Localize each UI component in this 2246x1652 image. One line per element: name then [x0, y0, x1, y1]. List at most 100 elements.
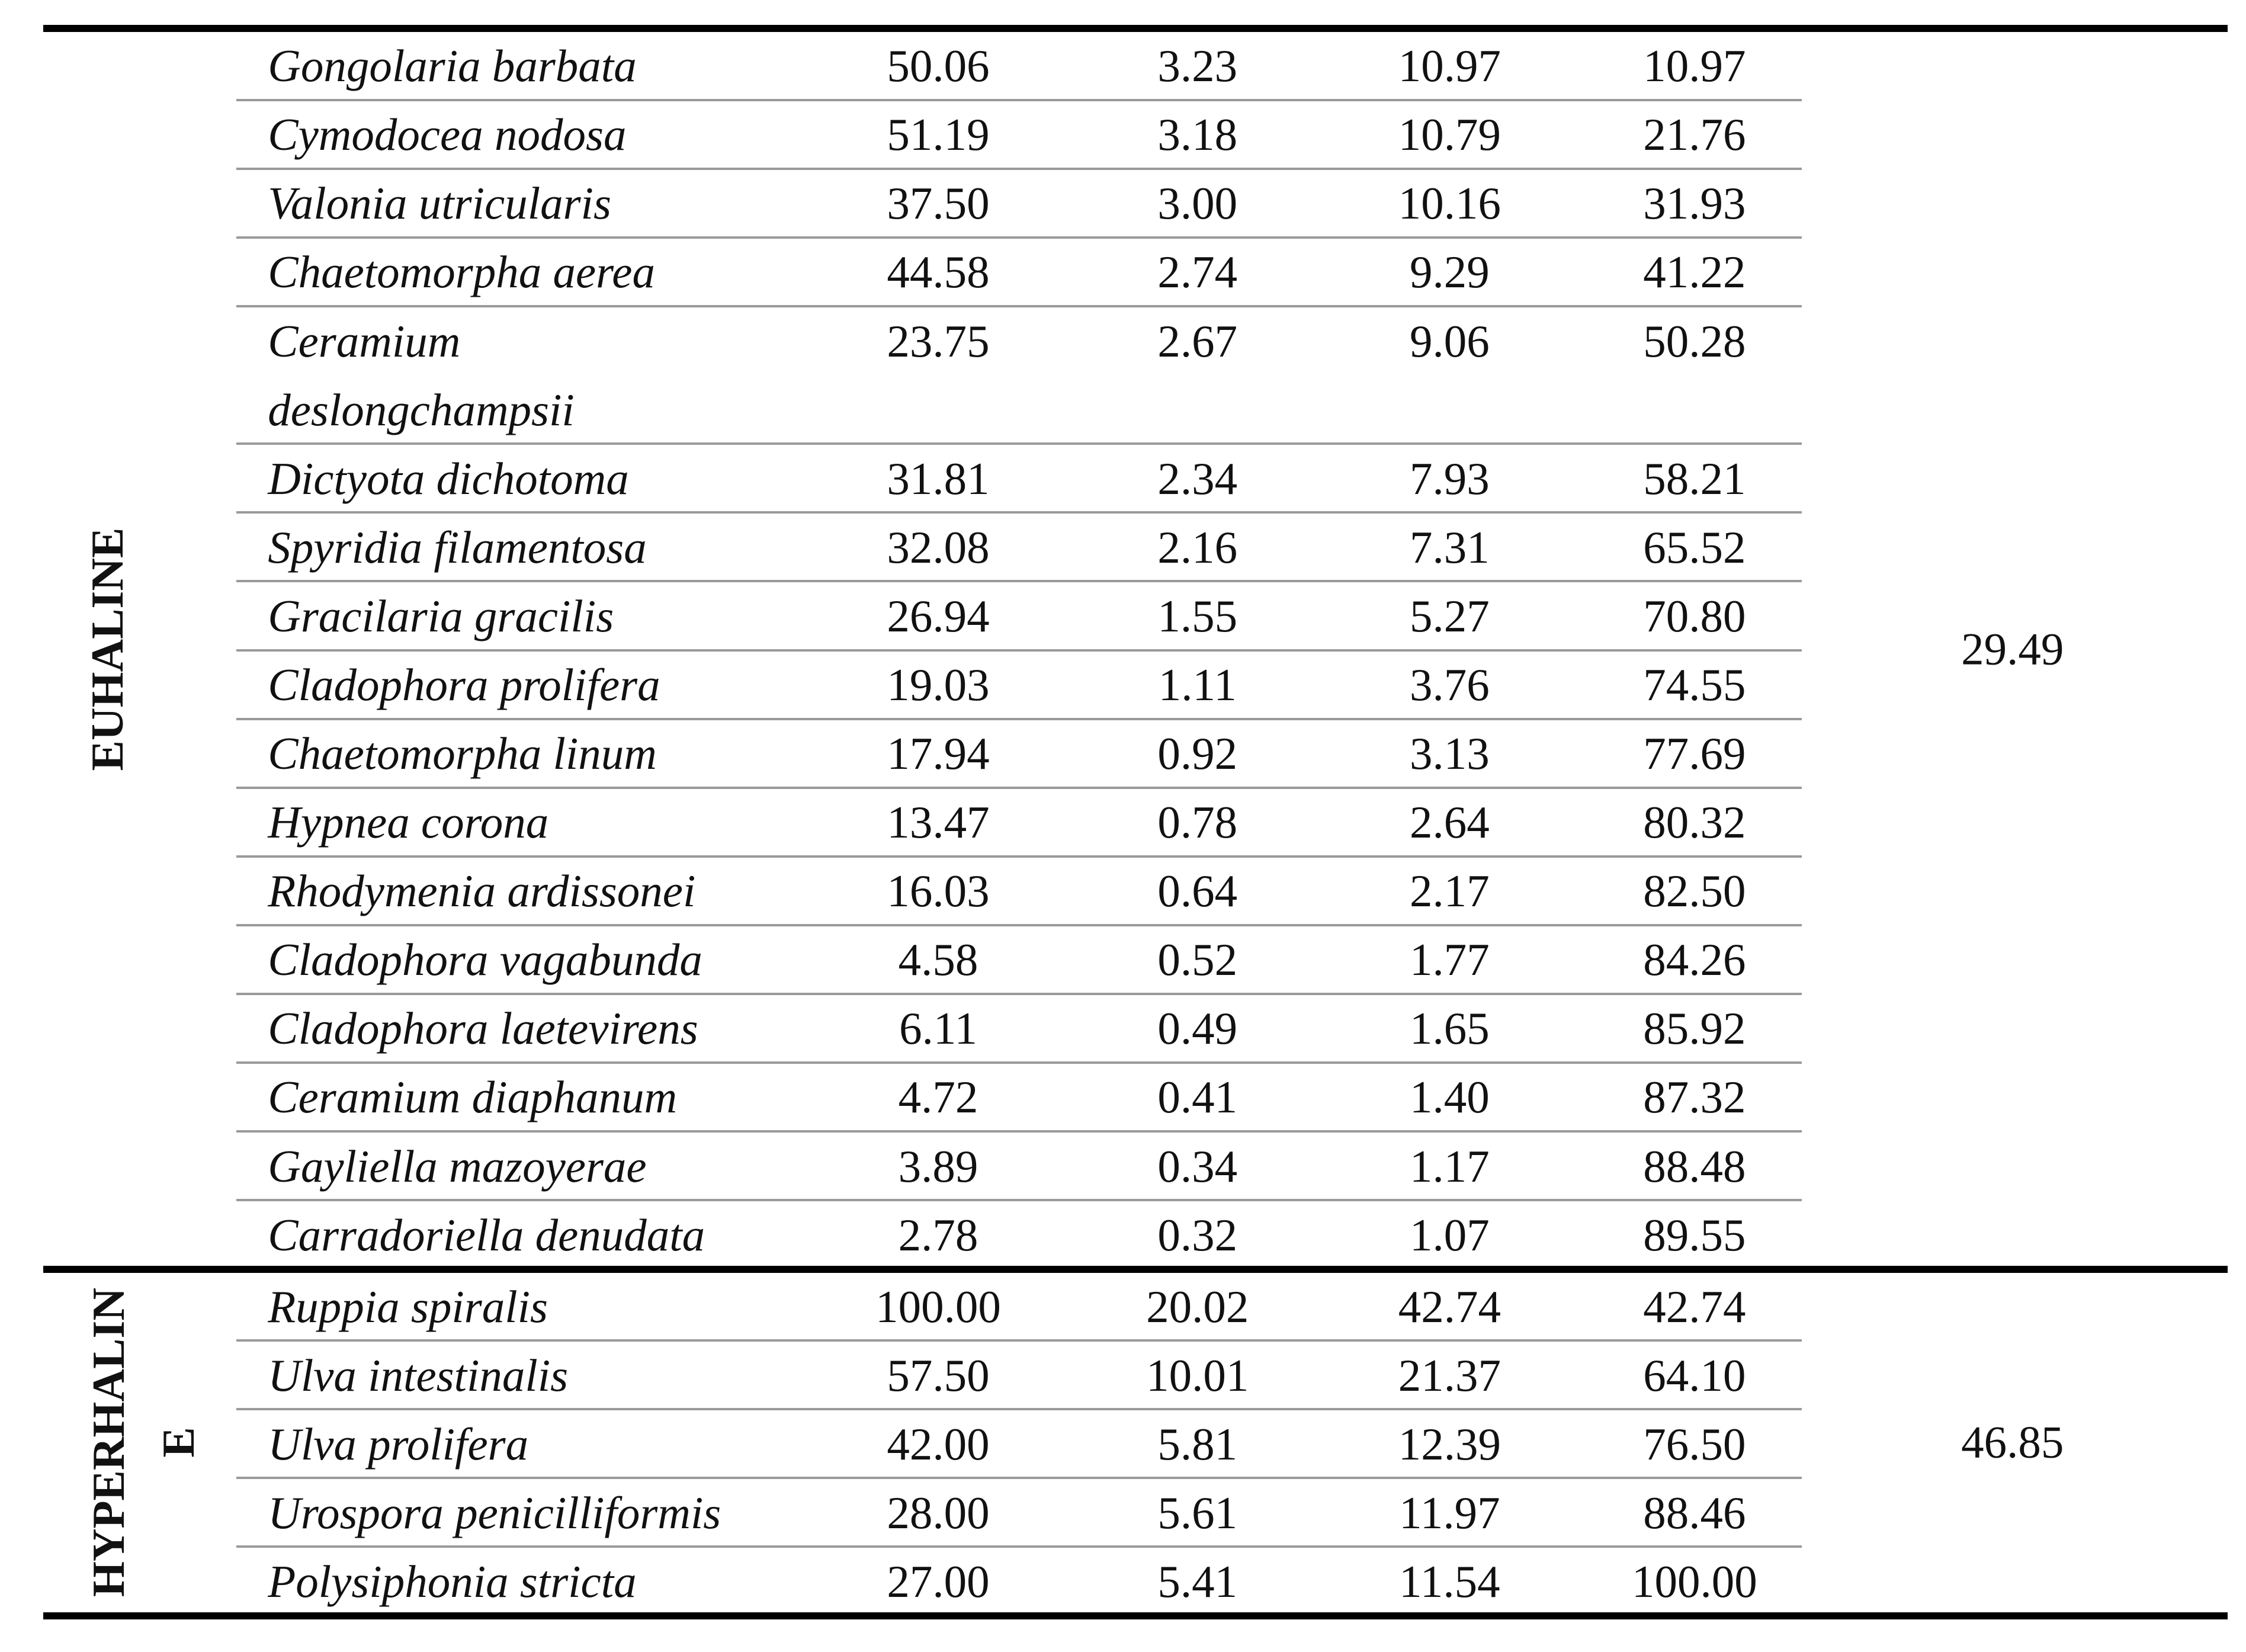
- species-name: Chaetomorpha linum: [268, 728, 657, 780]
- species-name: Hypnea corona: [268, 797, 549, 848]
- value-cell: 10.79: [1398, 109, 1501, 161]
- value-cell: 2.74: [1157, 246, 1238, 298]
- value-cell: 7.31: [1410, 521, 1490, 573]
- value-cell: 50.28: [1643, 315, 1746, 367]
- value-cell: 5.41: [1157, 1555, 1238, 1607]
- value-cell: 2.78: [898, 1209, 978, 1260]
- value-cell: 11.54: [1399, 1555, 1500, 1607]
- row-divider: [236, 1408, 1802, 1411]
- value-cell: 13.47: [887, 797, 990, 848]
- group-value: 29.49: [1961, 623, 2064, 675]
- group-value: 46.85: [1961, 1416, 2064, 1468]
- value-cell: 0.64: [1157, 865, 1238, 917]
- value-cell: 3.89: [898, 1140, 978, 1192]
- value-cell: 3.18: [1157, 109, 1238, 161]
- value-cell: 0.34: [1157, 1140, 1238, 1192]
- species-name: Cladophora prolifera: [268, 659, 660, 710]
- value-cell: 65.52: [1643, 521, 1746, 573]
- value-cell: 31.81: [887, 453, 990, 504]
- value-cell: 80.32: [1643, 797, 1746, 848]
- value-cell: 74.55: [1643, 659, 1746, 710]
- row-divider: [236, 992, 1802, 995]
- group-rule: [43, 1265, 2228, 1273]
- value-cell: 87.32: [1643, 1072, 1746, 1123]
- species-name: Ruppia spiralis: [268, 1281, 548, 1332]
- value-cell: 1.17: [1410, 1140, 1490, 1192]
- value-cell: 11.97: [1399, 1487, 1500, 1538]
- value-cell: 2.67: [1157, 315, 1238, 367]
- value-cell: 0.49: [1157, 1003, 1238, 1054]
- value-cell: 58.21: [1643, 453, 1746, 504]
- value-cell: 9.29: [1410, 246, 1490, 298]
- value-cell: 3.76: [1410, 659, 1490, 710]
- value-cell: 100.00: [1632, 1555, 1757, 1607]
- value-cell: 9.06: [1410, 315, 1490, 367]
- value-cell: 88.46: [1643, 1487, 1746, 1538]
- group-label: EUHALINE: [82, 527, 133, 771]
- value-cell: 5.81: [1157, 1418, 1238, 1470]
- value-cell: 21.37: [1398, 1349, 1501, 1401]
- value-cell: 3.00: [1157, 178, 1238, 229]
- row-divider: [236, 167, 1802, 170]
- value-cell: 2.34: [1157, 453, 1238, 504]
- value-cell: 44.58: [887, 246, 990, 298]
- value-cell: 1.40: [1410, 1072, 1490, 1123]
- species-name: Gayliella mazoyerae: [268, 1140, 647, 1192]
- row-divider: [236, 855, 1802, 858]
- value-cell: 85.92: [1643, 1003, 1746, 1054]
- species-name: Polysiphonia stricta: [268, 1555, 637, 1607]
- value-cell: 1.77: [1410, 934, 1490, 986]
- value-cell: 10.97: [1398, 40, 1501, 92]
- value-cell: 5.27: [1410, 590, 1490, 641]
- value-cell: 70.80: [1643, 590, 1746, 641]
- value-cell: 26.94: [887, 590, 990, 641]
- species-name: Cladophora vagabunda: [268, 934, 702, 986]
- value-cell: 42.74: [1643, 1281, 1746, 1332]
- row-divider: [236, 923, 1802, 926]
- value-cell: 82.50: [1643, 865, 1746, 917]
- row-divider: [236, 786, 1802, 789]
- value-cell: 50.06: [887, 40, 990, 92]
- row-divider: [236, 442, 1802, 445]
- row-divider: [236, 1199, 1802, 1202]
- row-divider: [236, 1339, 1802, 1342]
- value-cell: 21.76: [1643, 109, 1746, 161]
- species-name: Gracilaria gracilis: [268, 590, 614, 641]
- value-cell: 4.72: [898, 1072, 978, 1123]
- value-cell: 6.11: [899, 1003, 977, 1054]
- value-cell: 84.26: [1643, 934, 1746, 986]
- row-divider: [236, 580, 1802, 583]
- value-cell: 10.01: [1146, 1349, 1249, 1401]
- species-name: Ulva prolifera: [268, 1418, 529, 1470]
- row-divider: [236, 305, 1802, 308]
- value-cell: 2.17: [1410, 865, 1490, 917]
- value-cell: 1.07: [1410, 1209, 1490, 1260]
- row-divider: [236, 717, 1802, 720]
- group-label: HYPERHALINE: [82, 1288, 204, 1598]
- value-cell: 0.32: [1157, 1209, 1238, 1260]
- value-cell: 3.13: [1410, 728, 1490, 780]
- value-cell: 42.74: [1398, 1281, 1501, 1332]
- value-cell: 5.61: [1157, 1487, 1238, 1538]
- value-cell: 7.93: [1410, 453, 1490, 504]
- species-name: Cladophora laetevirens: [268, 1003, 698, 1054]
- value-cell: 64.10: [1643, 1349, 1746, 1401]
- species-name: Dictyota dichotoma: [268, 453, 629, 504]
- value-cell: 76.50: [1643, 1418, 1746, 1470]
- row-divider: [236, 98, 1802, 101]
- value-cell: 0.52: [1157, 934, 1238, 986]
- value-cell: 77.69: [1643, 728, 1746, 780]
- value-cell: 57.50: [887, 1349, 990, 1401]
- row-divider: [236, 649, 1802, 652]
- value-cell: 88.48: [1643, 1140, 1746, 1192]
- value-cell: 28.00: [887, 1487, 990, 1538]
- value-cell: 1.55: [1157, 590, 1238, 641]
- value-cell: 4.58: [898, 934, 978, 986]
- value-cell: 20.02: [1146, 1281, 1249, 1332]
- value-cell: 32.08: [887, 521, 990, 573]
- species-name: Valonia utricularis: [268, 178, 611, 229]
- value-cell: 42.00: [887, 1418, 990, 1470]
